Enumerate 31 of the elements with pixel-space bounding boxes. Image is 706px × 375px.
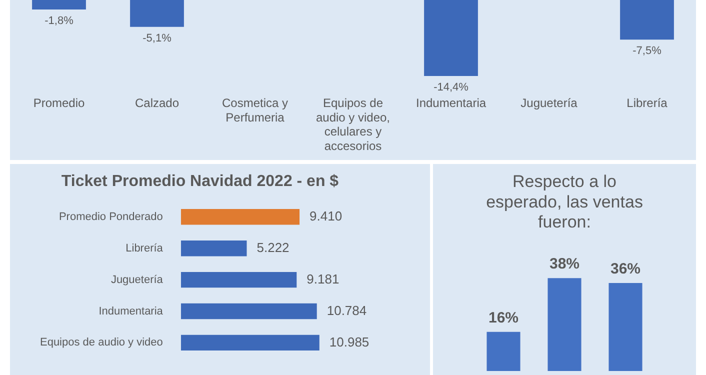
data-label: -1,8% (44, 15, 74, 28)
y-tick-label: Librería (126, 242, 164, 254)
data-label: 16% (488, 310, 519, 327)
data-label: -7,5% (632, 45, 662, 58)
x-tick-label: Promedio (33, 96, 86, 110)
data-label: 10.784 (326, 302, 367, 318)
chart-title: Respecto a lo esperado, las ventas fueron: (486, 172, 643, 232)
x-tick-label: Cosmetica y Perfumeria (222, 96, 288, 124)
data-label: -14,4% (434, 81, 469, 94)
bar (180, 303, 317, 320)
chart-title: Ticket Promedio Navidad 2022 - en $ (61, 173, 339, 190)
x-tick-label: Calzado (134, 96, 180, 110)
y-tick-label: Juguetería (110, 274, 164, 286)
bar (180, 272, 297, 288)
data-label: 9.410 (310, 208, 342, 224)
data-label: 10.985 (329, 334, 370, 350)
data-label: 9.181 (306, 271, 340, 286)
bar (180, 240, 247, 256)
data-label: -5,1% (142, 32, 172, 44)
bar (180, 209, 300, 225)
data-label: 38% (549, 256, 580, 273)
x-tick-label: Juguetería (520, 96, 578, 110)
x-tick-label: Librería (626, 96, 668, 110)
data-label: 5.222 (256, 240, 290, 255)
y-tick-label: Promedio Ponderado (58, 210, 163, 223)
bar (180, 334, 320, 351)
x-tick-label: Equipos de audio y video, celulares y accesorios (316, 96, 390, 154)
x-tick-label: Indumentaria (416, 96, 486, 110)
y-tick-label: Equipos de audio y video (40, 336, 163, 349)
y-tick-label: Indumentaria (98, 305, 164, 318)
data-label: 36% (610, 260, 641, 278)
